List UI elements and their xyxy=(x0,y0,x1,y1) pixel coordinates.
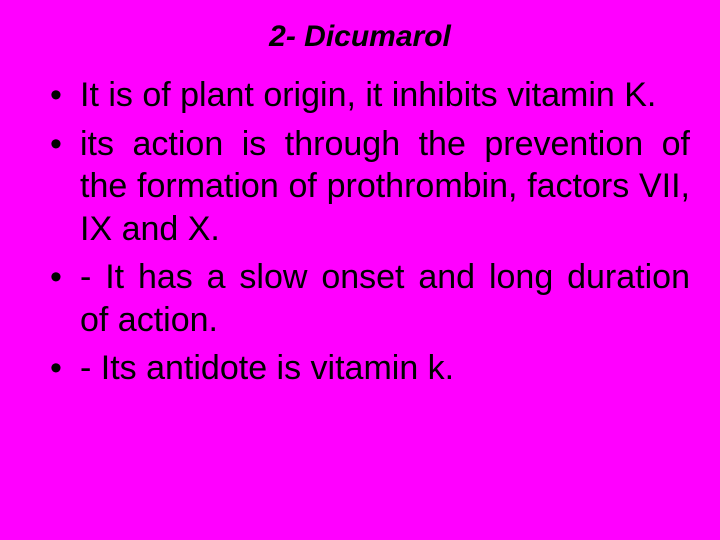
bullet-list: It is of plant origin, it inhibits vitam… xyxy=(30,74,690,390)
list-item: its action is through the prevention of … xyxy=(50,123,690,251)
list-item: - It has a slow onset and long duration … xyxy=(50,256,690,341)
list-item: - Its antidote is vitamin k. xyxy=(50,347,690,390)
list-item: It is of plant origin, it inhibits vitam… xyxy=(50,74,690,117)
slide-title: 2- Dicumarol xyxy=(30,20,690,54)
